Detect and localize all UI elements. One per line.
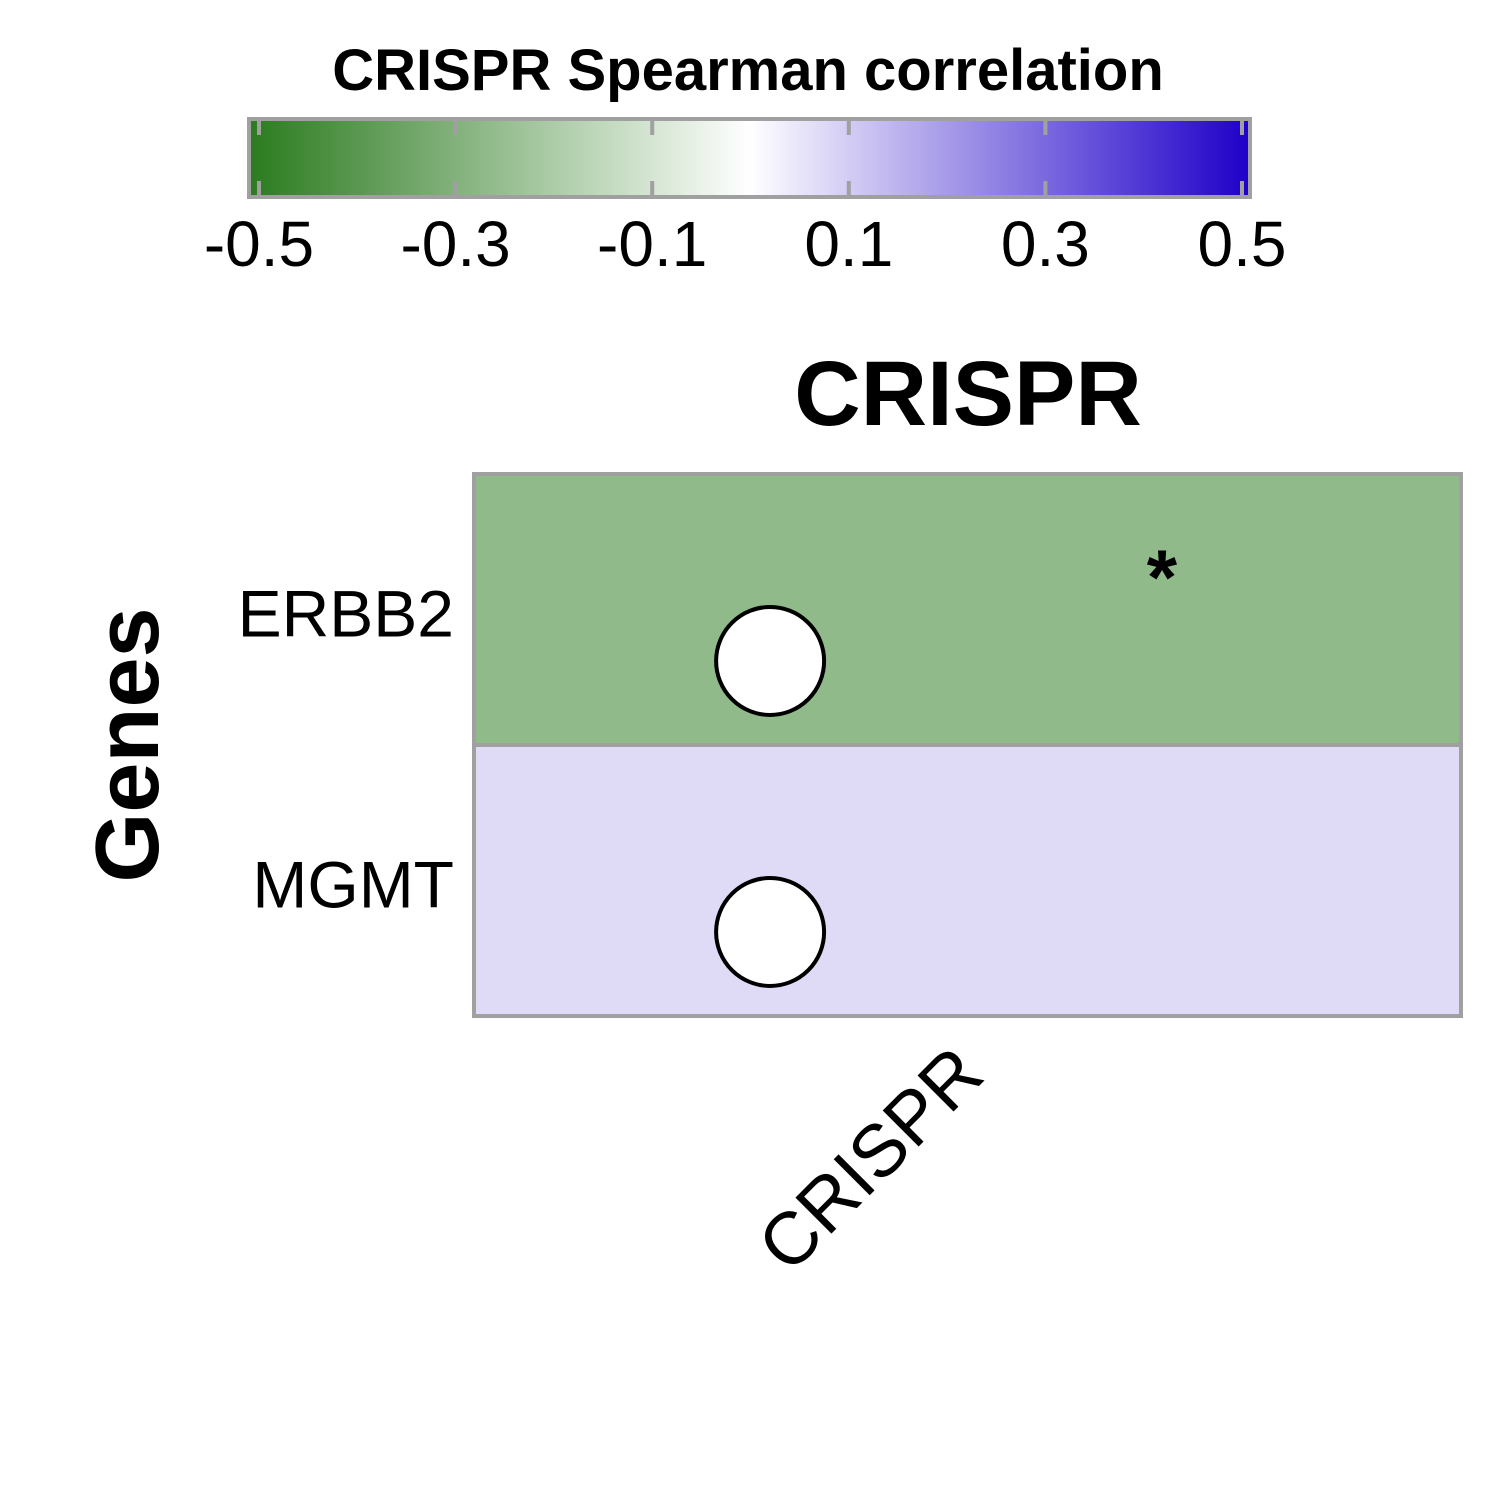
y-axis-label: Genes bbox=[78, 607, 178, 882]
row-labels: ERBB2 MGMT bbox=[238, 577, 454, 922]
legend-tick-label: -0.5 bbox=[204, 208, 314, 280]
heatmap-cell-mgmt bbox=[472, 743, 1463, 1018]
legend-ticks bbox=[257, 121, 1244, 195]
legend-colorbar bbox=[247, 117, 1252, 199]
column-labels: CRISPR bbox=[742, 1031, 998, 1287]
legend-tick-labels: -0.5 -0.3 -0.1 0.1 0.3 0.5 bbox=[204, 208, 1287, 280]
legend-title: CRISPR Spearman correlation bbox=[332, 38, 1164, 103]
row-label-erbb2: ERBB2 bbox=[238, 577, 454, 651]
color-legend: CRISPR Spearman correlation -0.5 -0.3 -0.1… bbox=[204, 38, 1287, 280]
row-label-mgmt: MGMT bbox=[252, 848, 454, 922]
cell-circle-marker bbox=[714, 604, 827, 717]
legend-tick-label: 0.1 bbox=[804, 208, 893, 280]
chart-title: CRISPR bbox=[794, 343, 1142, 445]
legend-tick-label: -0.3 bbox=[400, 208, 510, 280]
cell-circle-marker bbox=[714, 875, 827, 988]
legend-tick-label: 0.3 bbox=[1001, 208, 1090, 280]
heatmap-cells: * bbox=[472, 472, 1463, 1018]
heatmap-cell-erbb2 bbox=[472, 472, 1463, 747]
legend-tick-label: 0.5 bbox=[1198, 208, 1287, 280]
heatmap-border bbox=[472, 472, 1463, 1018]
legend-tick-label: -0.1 bbox=[597, 208, 707, 280]
column-label: CRISPR bbox=[742, 1031, 998, 1287]
significance-marker: * bbox=[1147, 533, 1178, 621]
